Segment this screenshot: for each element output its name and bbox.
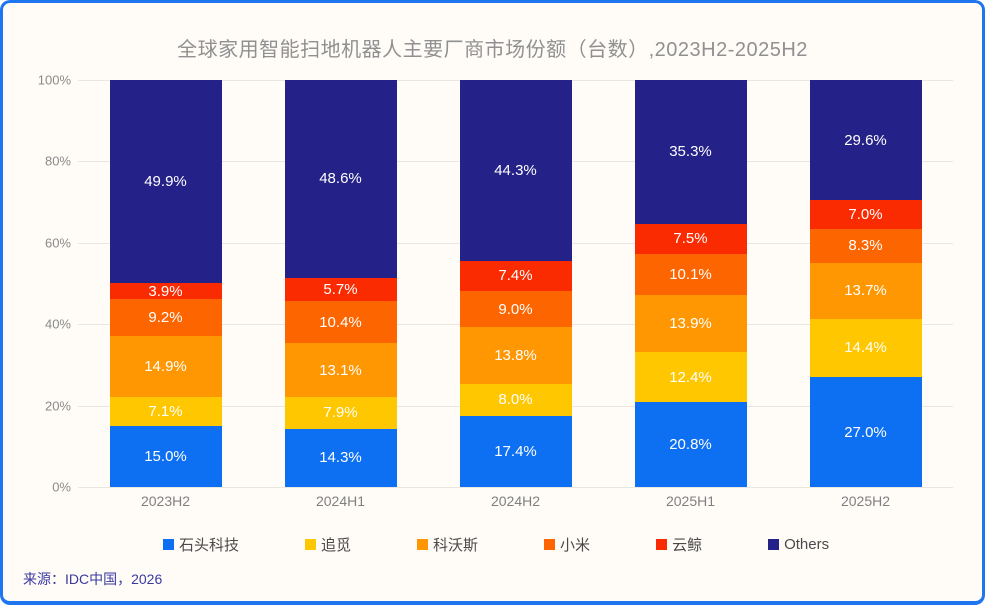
x-axis-label-2025H1: 2025H1 xyxy=(665,493,716,509)
legend-marker-icon xyxy=(544,539,556,550)
bar-segment-云鲸-2024H1: 5.7% xyxy=(284,277,397,302)
segment-value-label: 48.6% xyxy=(319,170,362,188)
y-tick-label: 20% xyxy=(44,398,71,414)
legend-marker-icon xyxy=(768,539,780,550)
bar-segment-石头科技-2024H2: 17.4% xyxy=(459,416,572,487)
segment-value-label: 14.9% xyxy=(144,358,187,376)
legend-item-云鲸: 云鲸 xyxy=(656,534,702,555)
legend-item-小米: 小米 xyxy=(544,534,590,555)
segment-value-label: 7.5% xyxy=(673,230,708,248)
bar-segment-小米-2024H2: 9.0% xyxy=(459,290,572,328)
segment-value-label: 12.4% xyxy=(669,368,712,386)
bar-segment-小米-2023H2: 9.2% xyxy=(109,298,222,337)
bar-segment-科沃斯-2024H1: 13.1% xyxy=(284,343,397,397)
x-axis-label-2023H2: 2023H2 xyxy=(140,493,191,509)
legend-item-追觅: 追觅 xyxy=(305,534,351,555)
legend-label: 科沃斯 xyxy=(433,537,479,554)
bar-segment-石头科技-2024H1: 14.3% xyxy=(284,428,397,487)
bar-segment-科沃斯-2025H1: 13.9% xyxy=(634,295,747,352)
segment-value-label: 10.4% xyxy=(319,313,362,331)
bar-segment-石头科技-2025H2: 27.0% xyxy=(809,377,922,487)
segment-value-label: 13.1% xyxy=(319,361,362,379)
bar-segment-石头科技-2025H1: 20.8% xyxy=(634,402,747,487)
segment-value-label: 5.7% xyxy=(323,280,358,298)
segment-value-label: 49.9% xyxy=(144,173,187,191)
segment-value-label: 27.0% xyxy=(844,423,887,441)
x-axis-label-2024H2: 2024H2 xyxy=(490,493,541,509)
y-tick-label: 0% xyxy=(52,479,71,495)
source-note: 来源：IDC中国，2026 xyxy=(23,571,163,587)
y-tick-label: 80% xyxy=(44,153,71,169)
chart-legend: 石头科技 追觅 科沃斯 小米 云鲸 Others xyxy=(163,534,829,555)
segment-value-label: 7.9% xyxy=(323,404,358,422)
segment-value-label: 7.4% xyxy=(498,267,533,285)
bar-segment-小米-2024H1: 10.4% xyxy=(284,301,397,344)
bar-segment-科沃斯-2023H2: 14.9% xyxy=(109,336,222,398)
bar-segment-Others-2025H2: 29.6% xyxy=(809,80,922,201)
legend-marker-icon xyxy=(305,539,317,550)
bar-segment-云鲸-2025H1: 7.5% xyxy=(634,223,747,255)
segment-value-label: 10.1% xyxy=(669,266,712,284)
legend-item-石头科技: 石头科技 xyxy=(163,534,239,555)
x-axis-label-2025H2: 2025H2 xyxy=(840,493,891,509)
legend-label: 小米 xyxy=(560,537,591,554)
legend-item-科沃斯: 科沃斯 xyxy=(417,534,478,555)
segment-value-label: 9.0% xyxy=(498,300,533,318)
segment-value-label: 3.9% xyxy=(148,282,183,300)
gridline xyxy=(78,487,953,488)
y-tick-label: 60% xyxy=(44,235,71,251)
segment-value-label: 13.9% xyxy=(669,315,712,333)
bar-segment-追觅-2024H1: 7.9% xyxy=(284,396,397,429)
bar-segment-追觅-2024H2: 8.0% xyxy=(459,383,572,417)
bar-segment-云鲸-2024H2: 7.4% xyxy=(459,260,572,291)
bar-segment-科沃斯-2025H2: 13.7% xyxy=(809,262,922,319)
plot-area: 15.0% 7.1% 14.9% 9.2% 3.9% 49.9% 2023H2 14.3% 7.… xyxy=(78,80,953,509)
segment-value-label: 9.2% xyxy=(148,309,183,327)
segment-value-label: 29.6% xyxy=(844,131,887,149)
segment-value-label: 15.0% xyxy=(144,447,187,465)
bar-segment-追觅-2025H1: 12.4% xyxy=(634,351,747,403)
segment-value-label: 13.8% xyxy=(494,347,537,365)
segment-value-label: 35.3% xyxy=(669,143,712,161)
x-axis-label-2024H1: 2024H1 xyxy=(315,493,366,509)
segment-value-label: 44.3% xyxy=(494,162,537,180)
segment-value-label: 14.4% xyxy=(844,339,887,357)
bar-segment-云鲸-2025H2: 7.0% xyxy=(809,200,922,229)
bar-segment-Others-2024H1: 48.6% xyxy=(284,80,397,278)
segment-value-label: 7.1% xyxy=(148,403,183,420)
chart-title: 全球家用智能扫地机器人主要厂商市场份额（台数）,2023H2-2025H2 xyxy=(177,39,808,61)
bar-segment-云鲸-2023H2: 3.9% xyxy=(109,282,222,300)
legend-label: 云鲸 xyxy=(672,537,703,554)
legend-marker-icon xyxy=(656,539,668,550)
bar-segment-Others-2025H1: 35.3% xyxy=(634,80,747,224)
segment-value-label: 20.8% xyxy=(669,436,712,454)
legend-item-Others: Others xyxy=(768,536,829,553)
segment-value-label: 14.3% xyxy=(319,449,362,467)
legend-label: 追觅 xyxy=(321,537,352,554)
bar-segment-石头科技-2023H2: 15.0% xyxy=(109,425,222,487)
bar-segment-Others-2023H2: 49.9% xyxy=(109,80,222,284)
bar-segment-Others-2024H2: 44.3% xyxy=(459,80,572,261)
legend-label: Others xyxy=(784,536,830,553)
legend-marker-icon xyxy=(163,539,174,550)
legend-marker-icon xyxy=(417,539,429,550)
segment-value-label: 8.3% xyxy=(848,237,883,255)
segment-value-label: 8.0% xyxy=(498,391,533,409)
y-tick-label: 100% xyxy=(37,72,71,88)
bar-segment-追觅-2025H2: 14.4% xyxy=(809,318,922,378)
legend-label: 石头科技 xyxy=(179,537,240,554)
bar-segment-追觅-2023H2: 7.1% xyxy=(109,397,222,426)
segment-value-label: 17.4% xyxy=(494,443,537,461)
bar-segment-小米-2025H2: 8.3% xyxy=(809,228,922,263)
bar-segment-科沃斯-2024H2: 13.8% xyxy=(459,327,572,384)
bar-segment-小米-2025H1: 10.1% xyxy=(634,254,747,296)
y-tick-label: 40% xyxy=(44,316,71,332)
segment-value-label: 7.0% xyxy=(848,206,883,224)
segment-value-label: 13.7% xyxy=(844,282,887,300)
